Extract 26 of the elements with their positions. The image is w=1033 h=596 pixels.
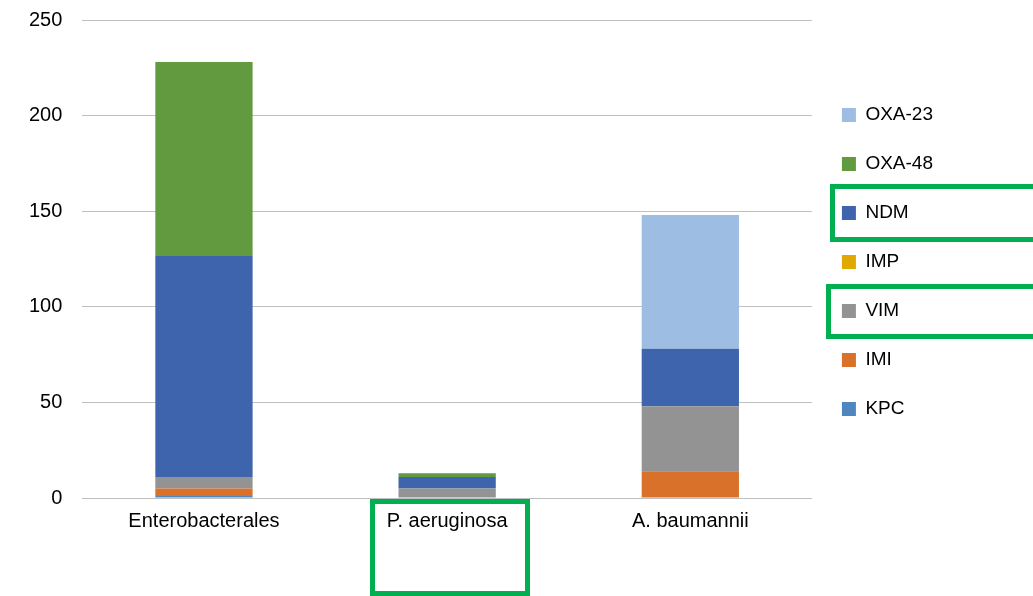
bar [641,215,739,349]
legend-label: OXA-23 [865,103,934,125]
y-tick-label: 150 [28,198,63,221]
y-tick-label: 100 [28,294,63,317]
x-tick-label: A. baumannii [631,508,749,531]
legend-label: KPC [865,397,905,419]
legend-label: NDM [865,201,909,223]
y-tick-label: 0 [51,485,63,508]
bar [398,476,496,489]
legend-label: OXA-48 [865,152,934,174]
bar [155,476,253,489]
bar [398,473,496,477]
bar [155,488,253,497]
legend-label: VIM [865,299,900,321]
bar [641,471,739,498]
x-tick-label: P. aeruginosa [386,508,509,531]
bar [641,348,739,407]
legend-label: IMI [865,348,892,370]
y-tick-label: 50 [40,389,63,412]
bar [641,406,739,472]
bar [155,255,253,477]
y-tick-label: 250 [28,7,63,30]
x-tick-label: Enterobacterales [128,508,280,531]
y-tick-label: 200 [28,103,63,126]
bar [155,62,253,256]
legend-label: IMP [865,250,900,272]
